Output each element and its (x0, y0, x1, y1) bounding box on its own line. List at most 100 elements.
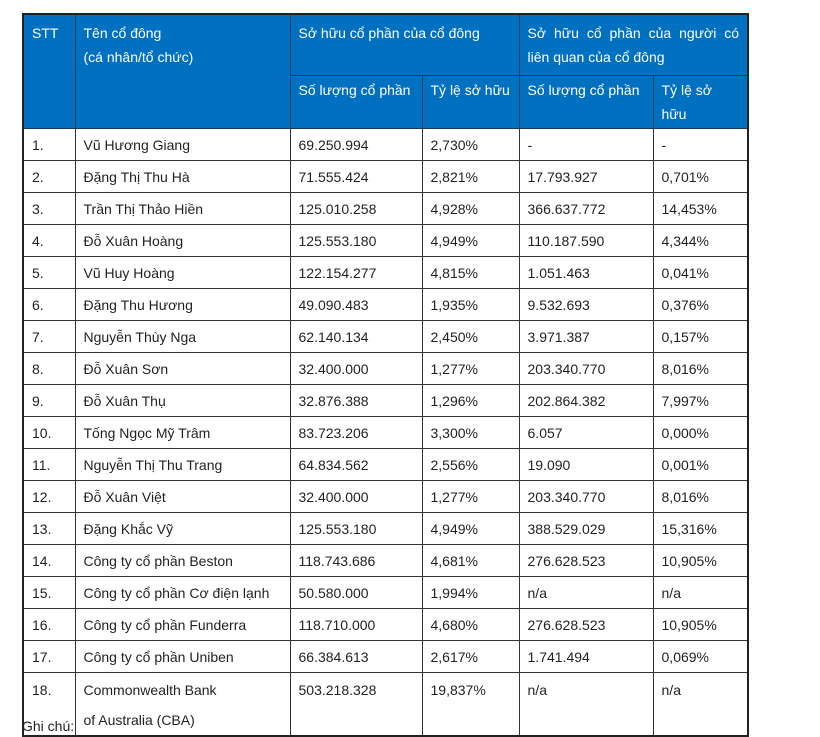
table-row: 1. Vũ Hương Giang 69.250.994 2,730% - - (22, 128, 749, 161)
cell-pct2: n/a (652, 576, 749, 609)
cell-qty2: n/a (518, 672, 654, 737)
cell-pct: 2,730% (421, 128, 520, 161)
cell-pct: 4,680% (421, 608, 520, 641)
table-row: 15. Công ty cổ phần Cơ điện lạnh 50.580.00… (22, 576, 749, 609)
cell-pct: 2,617% (421, 640, 520, 673)
cell-pct: 1,277% (421, 480, 520, 513)
cell-stt: 8. (22, 352, 76, 385)
cell-name: Công ty cổ phần Beston (74, 544, 291, 577)
table-row: 17. Công ty cổ phần Uniben 66.384.613 2,617… (22, 640, 749, 673)
cell-pct: 4,815% (421, 256, 520, 289)
cell-stt: 4. (22, 224, 76, 257)
cell-pct: 4,949% (421, 224, 520, 257)
cell-pct2: 0,069% (652, 640, 749, 673)
cell-qty2: 1.051.463 (518, 256, 654, 289)
table-row: 10. Tống Ngọc Mỹ Trâm 83.723.206 3,300% 6.05… (22, 416, 749, 449)
header-qty: Số lượng cổ phần (289, 75, 423, 129)
cell-name: Nguyễn Thùy Nga (74, 320, 291, 353)
cell-pct: 4,681% (421, 544, 520, 577)
cell-name: Đỗ Xuân Sơn (74, 352, 291, 385)
cell-pct2: - (652, 128, 749, 161)
cell-name: Đỗ Xuân Thụ (74, 384, 291, 417)
cell-name: Tống Ngọc Mỹ Trâm (74, 416, 291, 449)
cell-pct2: 0,376% (652, 288, 749, 321)
cell-name: Vũ Huy Hoàng (74, 256, 291, 289)
table-row: 2. Đặng Thị Thu Hà 71.555.424 2,821% 17.793.… (22, 160, 749, 193)
cell-pct2: 8,016% (652, 352, 749, 385)
table-row: 7. Nguyễn Thùy Nga 62.140.134 2,450% 3.971.3… (22, 320, 749, 353)
cell-qty2: - (518, 128, 654, 161)
cell-stt: 3. (22, 192, 76, 225)
cell-qty2: 203.340.770 (518, 480, 654, 513)
cell-pct: 1,935% (421, 288, 520, 321)
cell-qty2: 203.340.770 (518, 352, 654, 385)
cell-qty: 125.553.180 (289, 512, 423, 545)
cell-name: Commonwealth Bank of Australia (CBA) (74, 672, 291, 737)
table-row: 3. Trần Thị Thảo Hiền 125.010.258 4,928% 366… (22, 192, 749, 225)
cell-qty2: 276.628.523 (518, 544, 654, 577)
cell-name: Đặng Thu Hương (74, 288, 291, 321)
table-row: 11. Nguyễn Thị Thu Trang 64.834.562 2,556% 1… (22, 448, 749, 481)
table-row: 8. Đỗ Xuân Sơn 32.400.000 1,277% 203.340.770… (22, 352, 749, 385)
cell-qty: 32.400.000 (289, 352, 423, 385)
table-row: 5. Vũ Huy Hoàng 122.154.277 4,815% 1.051.463… (22, 256, 749, 289)
cell-qty: 122.154.277 (289, 256, 423, 289)
table-row: 4. Đỗ Xuân Hoàng 125.553.180 4,949% 110.187.… (22, 224, 749, 257)
cell-qty: 32.400.000 (289, 480, 423, 513)
cell-name: Công ty cổ phần Funderra (74, 608, 291, 641)
cell-stt: 1. (22, 128, 76, 161)
table-row: 6. Đặng Thu Hương 49.090.483 1,935% 9.532.69… (22, 288, 749, 321)
cell-stt: 16. (22, 608, 76, 641)
cell-pct: 4,928% (421, 192, 520, 225)
cell-stt: 12. (22, 480, 76, 513)
cell-qty2: 1.741.494 (518, 640, 654, 673)
cell-stt: 14. (22, 544, 76, 577)
cell-qty2: 388.529.029 (518, 512, 654, 545)
cell-qty: 71.555.424 (289, 160, 423, 193)
cell-qty2: 9.532.693 (518, 288, 654, 321)
cell-qty2: 19.090 (518, 448, 654, 481)
table-row: 18. Commonwealth Bank of Australia (CBA) … (22, 672, 749, 737)
note-label: Ghi chú: (22, 718, 75, 734)
header-name: Tên cổ đông (cá nhân/tổ chức) (74, 13, 291, 129)
cell-qty2: 17.793.927 (518, 160, 654, 193)
table-row: 14. Công ty cổ phần Beston 118.743.686 4,68… (22, 544, 749, 577)
cell-pct: 4,949% (421, 512, 520, 545)
cell-qty2: 3.971.387 (518, 320, 654, 353)
cell-stt: 18. (22, 672, 76, 737)
cell-qty2: 202.864.382 (518, 384, 654, 417)
cell-name: Công ty cổ phần Cơ điện lạnh (74, 576, 291, 609)
cell-pct2: 7,997% (652, 384, 749, 417)
cell-stt: 15. (22, 576, 76, 609)
cell-name-line2: of Australia (CBA) (83, 712, 195, 728)
cell-pct: 1,296% (421, 384, 520, 417)
cell-qty2: 366.637.772 (518, 192, 654, 225)
cell-qty: 503.218.328 (289, 672, 423, 737)
cell-name: Đỗ Xuân Việt (74, 480, 291, 513)
cell-qty: 64.834.562 (289, 448, 423, 481)
cell-name-line1: Commonwealth Bank (83, 682, 217, 698)
cell-stt: 5. (22, 256, 76, 289)
cell-qty: 32.876.388 (289, 384, 423, 417)
cell-pct: 1,277% (421, 352, 520, 385)
cell-qty2: 6.057 (518, 416, 654, 449)
cell-pct: 3,300% (421, 416, 520, 449)
cell-qty: 66.384.613 (289, 640, 423, 673)
cell-qty: 62.140.134 (289, 320, 423, 353)
table-row: 16. Công ty cổ phần Funderra 118.710.000 4,… (22, 608, 749, 641)
cell-stt: 2. (22, 160, 76, 193)
cell-stt: 11. (22, 448, 76, 481)
cell-name: Trần Thị Thảo Hiền (74, 192, 291, 225)
cell-pct2: 8,016% (652, 480, 749, 513)
cell-name: Vũ Hương Giang (74, 128, 291, 161)
header-qty2: Số lượng cổ phần (518, 75, 654, 129)
cell-qty: 118.710.000 (289, 608, 423, 641)
shareholder-table: STT Tên cổ đông (cá nhân/tổ chức) Sở hữu … (22, 13, 750, 737)
cell-stt: 17. (22, 640, 76, 673)
cell-stt: 10. (22, 416, 76, 449)
table-row: 9. Đỗ Xuân Thụ 32.876.388 1,296% 202.864.382… (22, 384, 749, 417)
cell-pct2: 0,000% (652, 416, 749, 449)
header-own: Sở hữu cổ phần của cổ đông (289, 13, 520, 76)
cell-pct2: 0,157% (652, 320, 749, 353)
cell-pct2: 14,453% (652, 192, 749, 225)
